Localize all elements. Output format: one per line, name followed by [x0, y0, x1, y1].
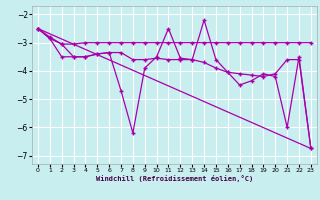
X-axis label: Windchill (Refroidissement éolien,°C): Windchill (Refroidissement éolien,°C)	[96, 175, 253, 182]
